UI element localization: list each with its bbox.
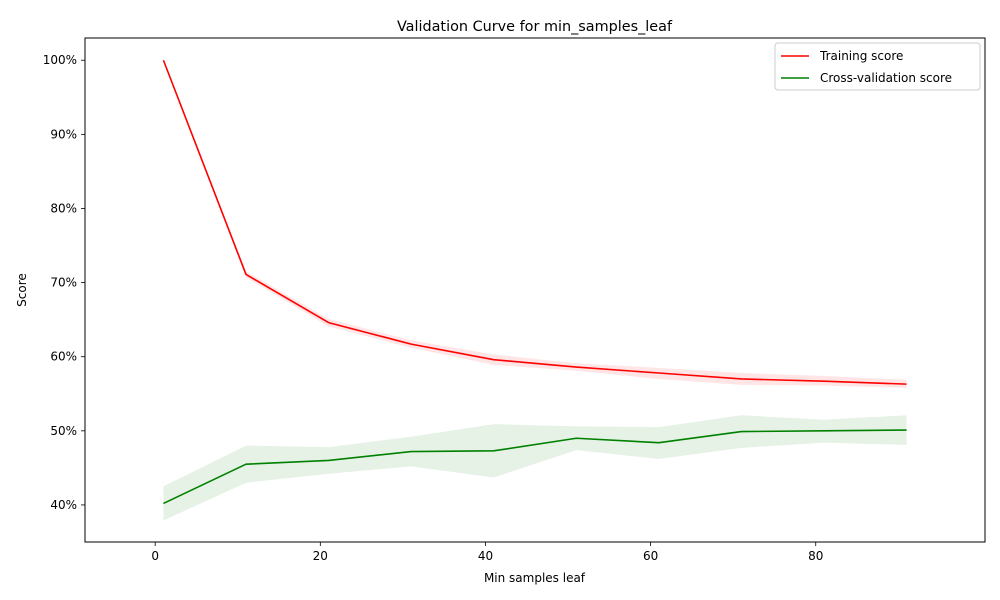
x-axis-ticks: 0 20 40 60 80 <box>151 542 823 563</box>
y-tick-label: 70% <box>50 276 77 290</box>
x-tick-label: 60 <box>643 549 658 563</box>
legend-cross-validation-label: Cross-validation score <box>820 71 952 85</box>
y-tick-label: 40% <box>50 498 77 512</box>
y-tick-label: 100% <box>43 53 77 67</box>
plot-frame <box>84 37 986 543</box>
y-tick-label: 80% <box>50 201 77 215</box>
training-score-line <box>162 59 907 385</box>
legend: Training score Cross-validation score <box>774 42 981 91</box>
confidence-bands <box>163 60 907 521</box>
chart-title: Validation Curve for min_samples_leaf <box>397 19 673 35</box>
x-tick-label: 0 <box>151 549 159 563</box>
y-tick-label: 50% <box>50 424 77 438</box>
x-tick-label: 80 <box>808 549 823 563</box>
y-tick-label: 60% <box>50 350 77 364</box>
series-lines <box>162 59 907 505</box>
y-axis-ticks: 40% 50% 60% 70% 80% 90% 100% <box>43 53 85 512</box>
x-tick-label: 40 <box>478 549 493 563</box>
legend-training-label: Training score <box>819 49 903 63</box>
cross-validation-score-band <box>163 415 907 521</box>
legend-box <box>774 42 981 91</box>
x-tick-label: 20 <box>313 549 328 563</box>
cross-validation-score-line <box>163 429 907 505</box>
x-axis-label: Min samples leaf <box>484 571 586 585</box>
y-axis-label: Score <box>15 273 29 307</box>
y-tick-label: 90% <box>50 127 77 141</box>
